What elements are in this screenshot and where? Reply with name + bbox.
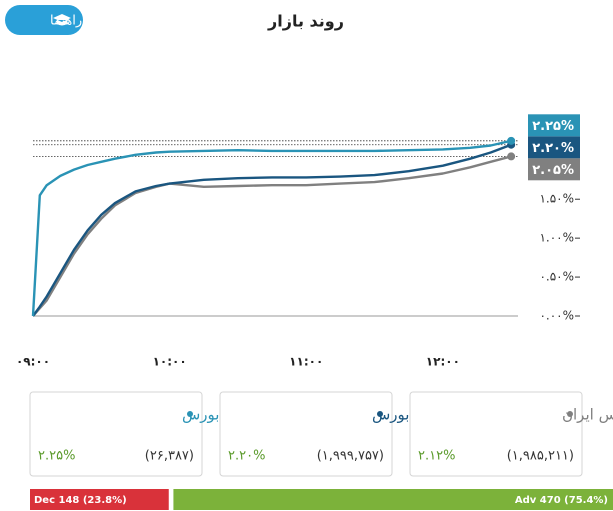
- end-label: ۲.۲۵%: [532, 119, 574, 134]
- card-value: (۲۶,۳۸۷): [145, 449, 194, 464]
- end-label-box: [528, 114, 580, 137]
- breadth-bar: Dec 148 (23.8%) Adv 470 (75.4%): [30, 489, 613, 510]
- series-line: [31, 139, 512, 317]
- x-tick-label: ۱۲:۰۰: [426, 355, 460, 369]
- end-label: ۲.۰۵%: [532, 163, 574, 178]
- card-value: (۱,۹۹۹,۷۵۷): [317, 449, 384, 464]
- help-button-bg[interactable]: [5, 5, 83, 35]
- y-tick-label: ۱.۰۰%: [539, 231, 574, 245]
- index-card[interactable]: [219, 391, 393, 477]
- card-change: ۲.۲۰%: [228, 449, 265, 464]
- index-card[interactable]: [29, 391, 203, 477]
- end-label-box: [528, 136, 580, 159]
- x-tick-label: ۰۹:۰۰: [16, 355, 50, 369]
- series-line: [32, 155, 512, 317]
- end-label: ۲.۲۰%: [532, 141, 574, 156]
- card-dot: [567, 411, 573, 417]
- series-line: [32, 143, 512, 317]
- card-name: شاخص بورس ایران: [562, 406, 613, 424]
- help-button[interactable]: راهنما: [5, 5, 83, 35]
- help-icon[interactable]: [53, 14, 71, 26]
- card-change: ۲.۲۵%: [38, 449, 75, 464]
- x-tick-label: ۱۱:۰۰: [289, 355, 323, 369]
- y-tick-label: ۰.۵۰%: [539, 270, 574, 284]
- advances-label: Adv 470 (75.4%): [515, 495, 608, 506]
- chart-title: روند بازار: [267, 12, 344, 31]
- chart: ۰.۰۰% ۰.۵۰% ۱.۰۰% ۱.۵۰% ۰۹:۰۰ ۱۰:۰۰ ۱۱:۰۰ ۱۲:۰۰…: [16, 114, 580, 369]
- end-point: [507, 136, 516, 145]
- advances-bar: [173, 489, 613, 510]
- index-card[interactable]: [409, 391, 583, 477]
- card-dot: [187, 411, 193, 417]
- card-dot: [377, 411, 383, 417]
- help-button-label[interactable]: راهنما: [50, 14, 82, 29]
- y-tick-label: ۰.۰۰%: [539, 309, 574, 323]
- y-tick-label: ۱.۵۰%: [539, 192, 574, 206]
- declines-bar: [30, 489, 169, 510]
- declines-label: Dec 148 (23.8%): [34, 495, 127, 506]
- card-value: (۱,۹۸۵,۲۱۱): [507, 449, 574, 464]
- end-point: [507, 152, 516, 161]
- card-change: ۲.۱۲%: [418, 449, 455, 464]
- end-label-box: [528, 158, 580, 181]
- x-tick-label: ۱۰:۰۰: [153, 355, 187, 369]
